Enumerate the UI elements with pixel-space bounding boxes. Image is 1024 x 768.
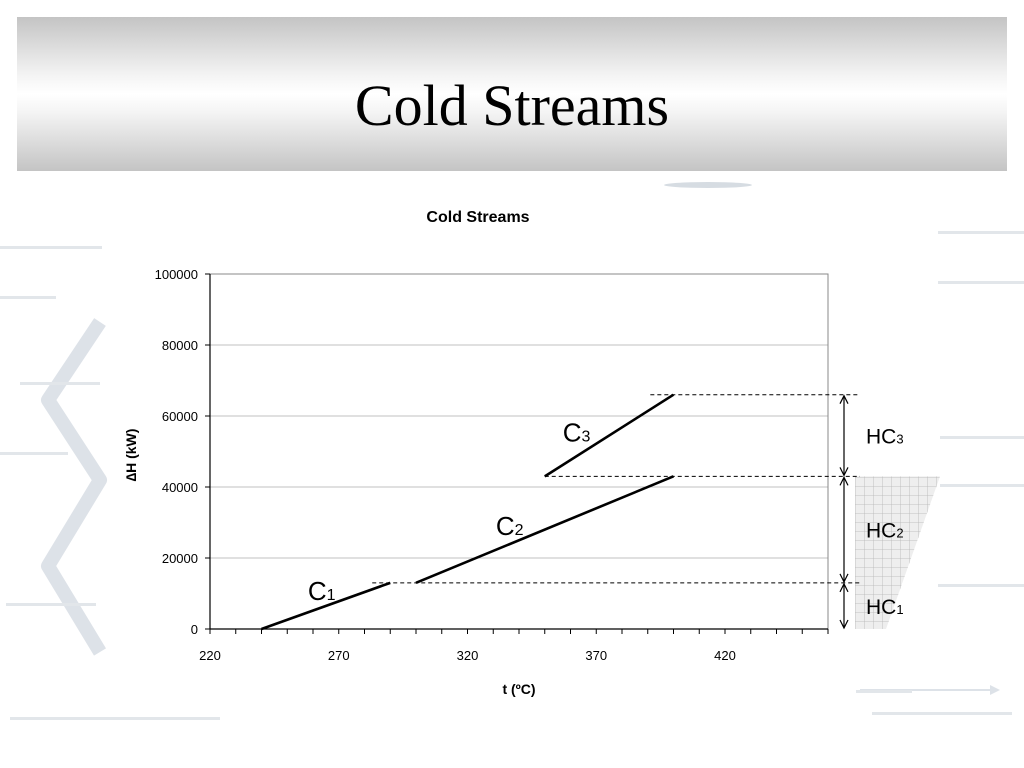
scribble-decoration: [6, 603, 96, 606]
scribble-decoration: [0, 246, 102, 249]
plot-area-border: [209, 273, 829, 630]
x-tick-label: 270: [328, 648, 350, 663]
chart-title: Cold Streams: [426, 209, 529, 226]
scribble-decoration: [872, 712, 1012, 715]
x-tick-label: 320: [457, 648, 479, 663]
x-tick-label: 370: [585, 648, 607, 663]
axes-layer: 0 20000 40000 60000 80000 100000 220 270 320 370 4…: [155, 267, 829, 663]
x-axis-label: t (ºC): [502, 681, 535, 697]
interval-arrow-down: [839, 467, 849, 477]
series-line-c3: [544, 393, 675, 478]
wave-decoration: [664, 182, 752, 188]
interval-arrow-up: [839, 394, 849, 404]
scribble-decoration: [0, 452, 68, 455]
scribble-decoration: [938, 281, 1024, 284]
series-line-c2: [415, 475, 674, 585]
y-axis-label: ∆H (kW): [123, 429, 139, 482]
y-tick-label: 100000: [155, 267, 198, 282]
scribble-decoration: [20, 382, 100, 385]
scribble-decoration: [10, 717, 220, 720]
x-tick-label: 420: [714, 648, 736, 663]
scribble-decoration: [940, 436, 1024, 439]
series-line-c1: [261, 581, 391, 631]
zigzag-decoration: [41, 318, 107, 656]
scribble-decoration: [940, 484, 1024, 487]
shaded-region-layer: [855, 476, 940, 629]
y-tick-label: 20000: [162, 551, 198, 566]
arrow-head-decoration: [990, 685, 1000, 695]
interval-arrow-up: [839, 476, 849, 486]
interval-annotation-layer: HC1 HC2 HC3: [372, 394, 904, 630]
interval-label-hc3: HC3: [866, 426, 904, 449]
y-tick-label: 40000: [162, 480, 198, 495]
scribble-decoration: [0, 296, 56, 299]
scribble-decoration: [938, 231, 1024, 234]
y-tick-label: 0: [191, 622, 198, 637]
y-tick-label: 80000: [162, 338, 198, 353]
series-label-c2: C2: [496, 511, 524, 541]
y-tick-label: 60000: [162, 409, 198, 424]
series-label-c3: C3: [563, 418, 591, 448]
slide-title: Cold Streams: [354, 73, 670, 138]
interval-arrow-down: [839, 619, 849, 630]
scribble-decoration: [856, 690, 912, 693]
series-layer: C1 C2 C3: [261, 393, 675, 631]
shaded-region-hatch: [855, 476, 940, 629]
series-label-c1: C1: [308, 576, 336, 606]
interval-arrow-up: [839, 582, 849, 593]
scribble-decoration: [938, 584, 1024, 587]
grid-layer: [210, 273, 828, 559]
interval-label-hc1: HC1: [866, 596, 904, 619]
interval-arrow-down: [839, 573, 849, 584]
slide-title-bar: Cold Streams: [17, 17, 1007, 171]
x-tick-label: 220: [199, 648, 221, 663]
interval-label-hc2: HC2: [866, 520, 904, 543]
